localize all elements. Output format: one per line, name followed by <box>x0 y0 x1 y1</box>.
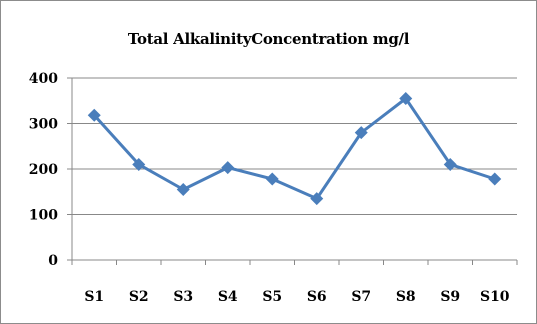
x-tick-label-S4: S4 <box>218 289 238 305</box>
data-point-S7 <box>354 126 368 140</box>
x-tick-label-S5: S5 <box>262 289 282 305</box>
data-point-S3 <box>176 182 190 196</box>
series-line-0 <box>93 97 496 201</box>
x-tick-label-S1: S1 <box>84 289 104 305</box>
x-tick-label-S2: S2 <box>129 289 149 305</box>
data-point-S10 <box>488 172 502 186</box>
y-tick-label-400: 400 <box>29 71 58 87</box>
y-tick-label-200: 200 <box>29 162 58 178</box>
x-tick-label-S7: S7 <box>351 289 371 305</box>
x-tick-label-S10: S10 <box>480 289 510 305</box>
x-tick-label-S3: S3 <box>173 289 193 305</box>
x-tick-label-S8: S8 <box>396 289 416 305</box>
data-point-S4 <box>221 161 235 175</box>
data-point-S8 <box>399 91 413 105</box>
x-tick-label-S9: S9 <box>440 289 460 305</box>
y-tick-label-300: 300 <box>29 117 58 133</box>
data-point-S9 <box>443 157 457 171</box>
chart-title: Total AlkalinityConcentration mg/l <box>127 30 410 48</box>
x-tick-label-S6: S6 <box>307 289 327 305</box>
data-point-S5 <box>265 172 279 186</box>
data-point-S6 <box>310 192 324 206</box>
y-tick-label-0: 0 <box>48 253 58 269</box>
y-tick-label-100: 100 <box>29 208 58 224</box>
data-point-S1 <box>87 108 101 122</box>
data-point-S2 <box>132 157 146 171</box>
